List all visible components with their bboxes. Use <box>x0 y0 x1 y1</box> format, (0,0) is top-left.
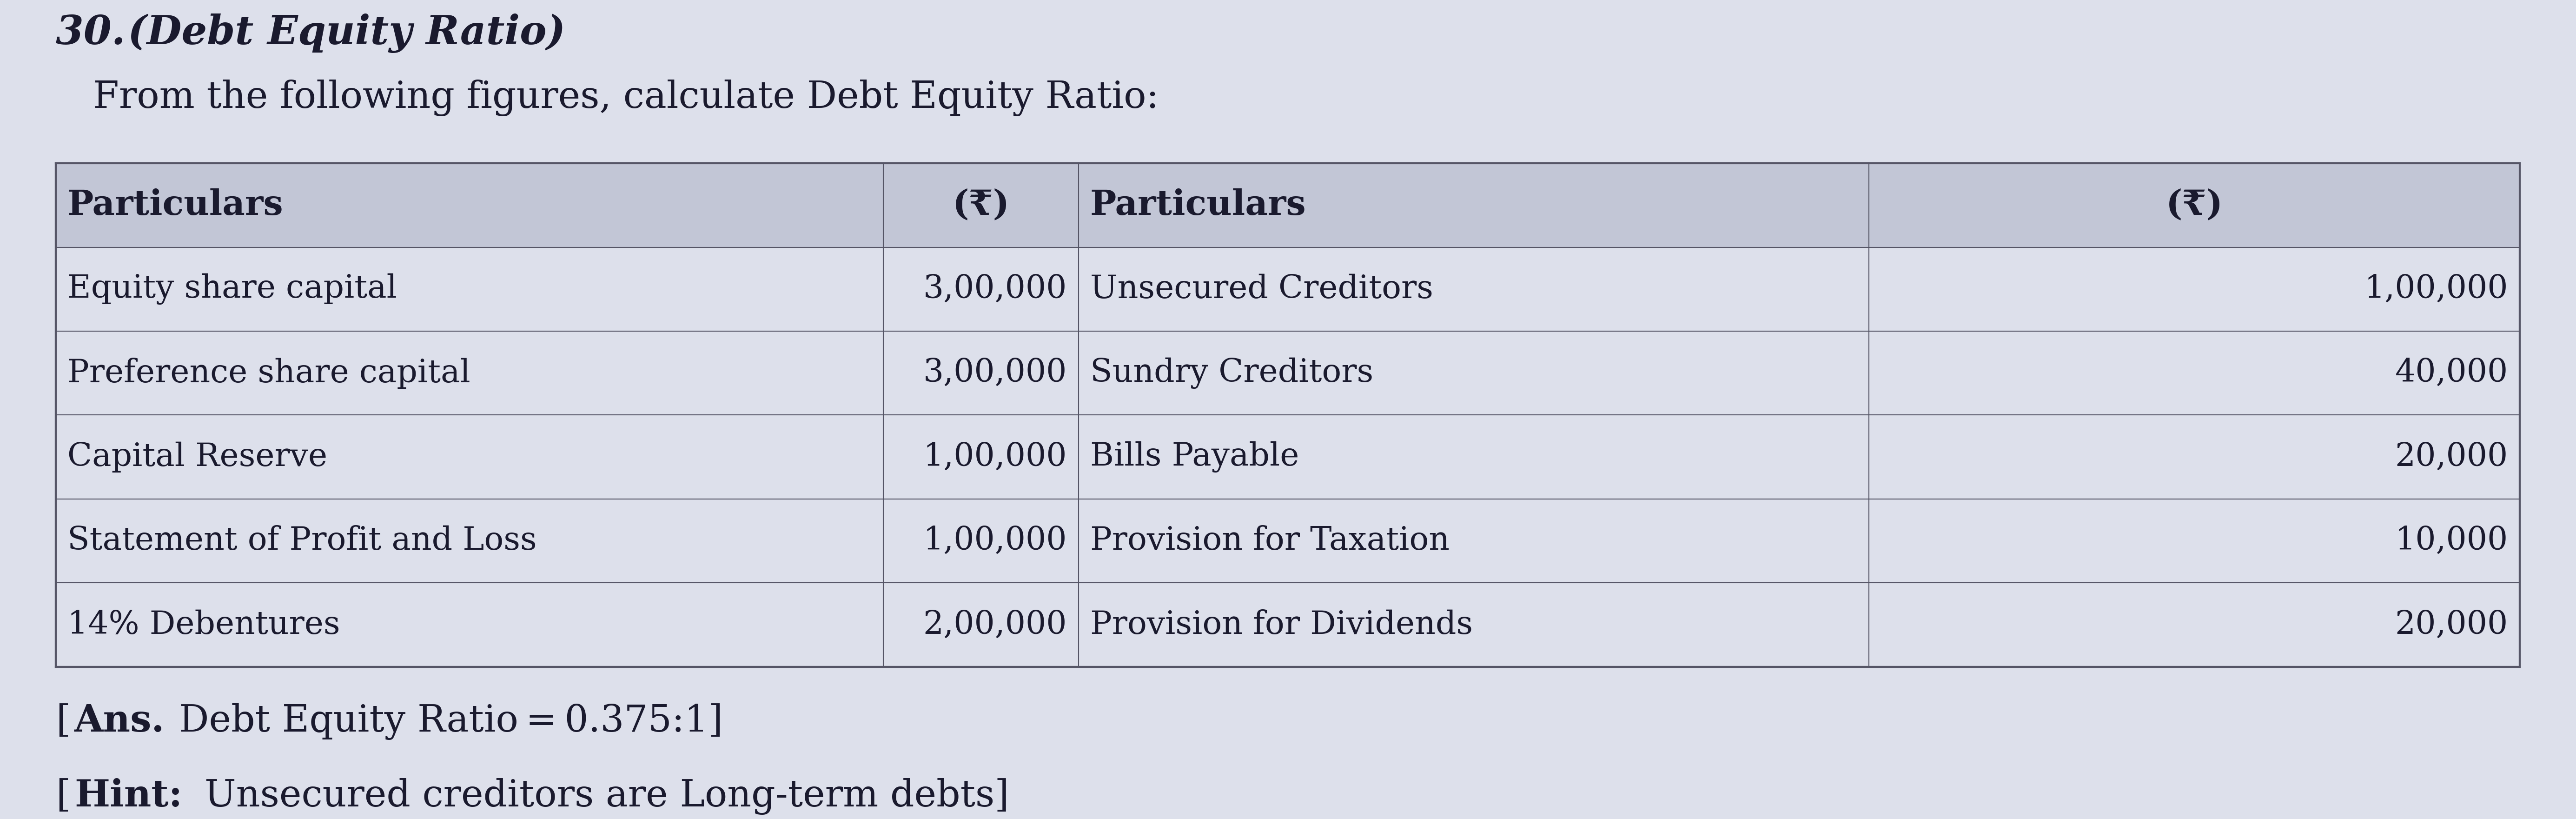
Text: (₹): (₹) <box>2166 188 2223 222</box>
Text: Debt Equity Ratio = 0.375:1]: Debt Equity Ratio = 0.375:1] <box>178 703 724 740</box>
Text: Preference share capital: Preference share capital <box>67 357 471 389</box>
Text: Unsecured Creditors: Unsecured Creditors <box>1090 274 1432 305</box>
Text: [: [ <box>57 703 70 740</box>
Text: Unsecured creditors are Long-term debts]: Unsecured creditors are Long-term debts] <box>204 778 1010 815</box>
Text: [: [ <box>57 778 70 814</box>
Text: 30.: 30. <box>57 14 139 52</box>
Text: (Debt Equity Ratio): (Debt Equity Ratio) <box>129 14 567 53</box>
Text: Provision for Dividends: Provision for Dividends <box>1090 609 1473 640</box>
Text: 1,00,000: 1,00,000 <box>922 526 1066 556</box>
Text: Hint:: Hint: <box>75 778 183 814</box>
Text: 3,00,000: 3,00,000 <box>922 358 1066 388</box>
Text: 14% Debentures: 14% Debentures <box>67 609 340 640</box>
Bar <box>57 163 2519 247</box>
Text: 3,00,000: 3,00,000 <box>922 274 1066 305</box>
Text: Sundry Creditors: Sundry Creditors <box>1090 357 1373 389</box>
Text: Equity share capital: Equity share capital <box>67 274 397 305</box>
Text: Statement of Profit and Loss: Statement of Profit and Loss <box>67 526 536 556</box>
Text: Bills Payable: Bills Payable <box>1090 441 1298 473</box>
Text: 20,000: 20,000 <box>2396 441 2509 473</box>
Text: 1,00,000: 1,00,000 <box>922 441 1066 473</box>
Text: Provision for Taxation: Provision for Taxation <box>1090 526 1450 556</box>
Text: Particulars: Particulars <box>1090 188 1306 222</box>
Text: (₹): (₹) <box>953 188 1010 222</box>
Text: From the following figures, calculate Debt Equity Ratio:: From the following figures, calculate De… <box>93 79 1159 116</box>
Bar <box>57 163 2519 667</box>
Text: 2,00,000: 2,00,000 <box>922 609 1066 640</box>
Text: 1,00,000: 1,00,000 <box>2365 274 2509 305</box>
Text: 10,000: 10,000 <box>2396 526 2509 556</box>
Text: 20,000: 20,000 <box>2396 609 2509 640</box>
Text: Particulars: Particulars <box>67 188 283 222</box>
Text: 40,000: 40,000 <box>2396 358 2509 388</box>
Text: Ans.: Ans. <box>75 703 165 740</box>
Text: Capital Reserve: Capital Reserve <box>67 441 327 473</box>
